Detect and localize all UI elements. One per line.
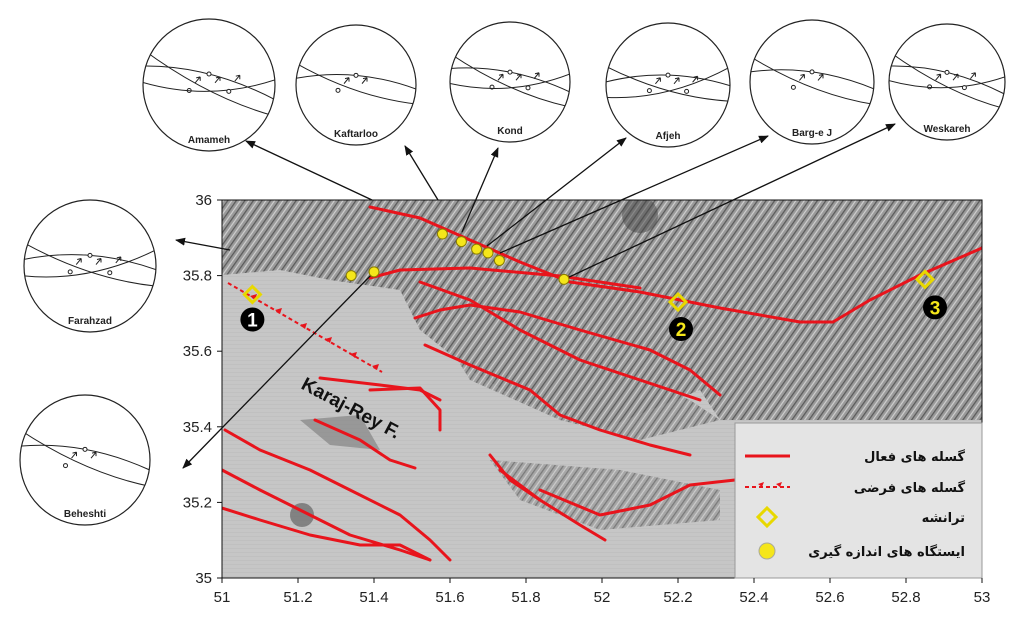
pole bbox=[68, 270, 72, 274]
legend-label: ترانشه bbox=[922, 511, 965, 526]
pole bbox=[945, 70, 949, 74]
y-tick-label: 35.8 bbox=[183, 268, 212, 285]
stereonet: Kaftarloo bbox=[296, 25, 416, 145]
pole bbox=[88, 253, 92, 257]
pole bbox=[791, 85, 795, 89]
x-tick-label: 52.6 bbox=[815, 589, 844, 606]
x-tick-label: 52 bbox=[594, 589, 611, 606]
pole bbox=[962, 86, 966, 90]
y-tick-label: 35.4 bbox=[183, 419, 212, 436]
pole bbox=[336, 88, 340, 92]
x-tick-label: 52.8 bbox=[891, 589, 920, 606]
y-tick-label: 35.2 bbox=[183, 494, 212, 511]
x-tick-label: 52.4 bbox=[739, 589, 768, 606]
pole bbox=[810, 70, 814, 74]
figure: Karaj-Rey F. AmamehKaftarlooKondAfjehBar… bbox=[0, 0, 1016, 613]
stereonet: Amameh bbox=[143, 19, 275, 151]
stereonet-circle bbox=[450, 22, 570, 142]
station bbox=[559, 274, 569, 284]
station bbox=[437, 229, 447, 239]
pole bbox=[207, 72, 211, 76]
stereonet-label: Beheshti bbox=[64, 509, 106, 520]
stereonet-circle bbox=[24, 200, 156, 332]
x-tick-label: 53 bbox=[974, 589, 991, 606]
site-number: 2 bbox=[676, 320, 687, 341]
y-tick-label: 35 bbox=[195, 570, 212, 587]
x-tick-label: 52.2 bbox=[663, 589, 692, 606]
pole bbox=[666, 73, 670, 77]
y-tick-label: 36 bbox=[195, 192, 212, 209]
station bbox=[472, 244, 482, 254]
x-tick-label: 51.2 bbox=[283, 589, 312, 606]
station bbox=[456, 237, 466, 247]
pole bbox=[227, 89, 231, 93]
stereonet-circle bbox=[296, 25, 416, 145]
pole bbox=[354, 73, 358, 77]
station bbox=[346, 271, 356, 281]
stereonet: Farahzad bbox=[24, 200, 156, 332]
stereonet-label: Kond bbox=[497, 126, 523, 137]
legend-label: ایستگاه های اندازه گیری bbox=[808, 544, 965, 560]
stereonet: Kond bbox=[450, 22, 570, 142]
stereonet-label: Weskareh bbox=[923, 124, 970, 135]
y-tick-label: 35.6 bbox=[183, 343, 212, 360]
stereonet-circle bbox=[606, 23, 730, 147]
legend-label: گسله های فرضی bbox=[854, 480, 966, 496]
station bbox=[369, 267, 379, 277]
stereonet-circle bbox=[20, 395, 150, 525]
stereonet-label: Afjeh bbox=[656, 131, 681, 142]
station bbox=[494, 255, 504, 265]
stereonet-label: Barg-e J bbox=[792, 128, 832, 139]
pole bbox=[108, 271, 112, 275]
pole bbox=[647, 89, 651, 93]
pole bbox=[508, 70, 512, 74]
pole bbox=[685, 89, 689, 93]
station bbox=[483, 248, 493, 258]
stereonet: Afjeh bbox=[606, 23, 730, 147]
stereonet-label: Amameh bbox=[188, 135, 230, 146]
stereonet: Weskareh bbox=[889, 24, 1005, 140]
legend-label: گسله های فعال bbox=[864, 449, 965, 465]
pole bbox=[83, 447, 87, 451]
stereonet: Beheshti bbox=[20, 395, 150, 525]
stereonet-label: Farahzad bbox=[68, 316, 112, 327]
pole bbox=[64, 464, 68, 468]
pole bbox=[526, 86, 530, 90]
x-tick-label: 51 bbox=[214, 589, 231, 606]
stereonet-label: Kaftarloo bbox=[334, 129, 378, 140]
site-number: 3 bbox=[930, 298, 941, 319]
x-tick-label: 51.4 bbox=[359, 589, 388, 606]
x-tick-label: 51.8 bbox=[511, 589, 540, 606]
site-number: 1 bbox=[247, 311, 258, 332]
x-tick-label: 51.6 bbox=[435, 589, 464, 606]
stereonet: Barg-e J bbox=[750, 20, 874, 144]
